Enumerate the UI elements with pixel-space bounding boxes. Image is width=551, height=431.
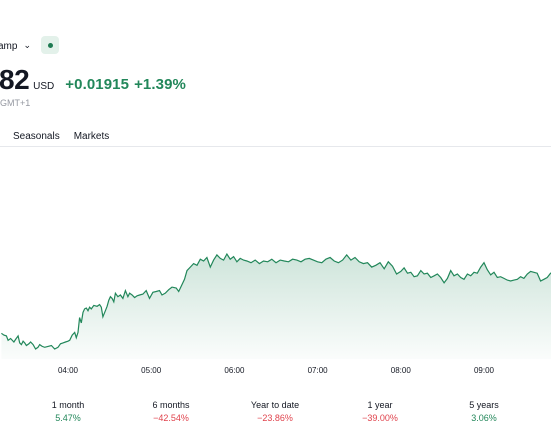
perf-label: 5 years bbox=[469, 400, 499, 410]
last-price: 82 bbox=[0, 64, 30, 95]
tab-bar: Seasonals Markets bbox=[13, 131, 109, 142]
perf-6-months[interactable]: 6 months −42.54% bbox=[131, 400, 211, 423]
x-tick-label: 07:00 bbox=[308, 366, 329, 375]
performance-bar: 1 month 5.47% 6 months −42.54% Year to d… bbox=[0, 400, 551, 431]
perf-value: 5.47% bbox=[55, 413, 81, 423]
perf-label: 1 month bbox=[51, 400, 85, 410]
perf-5-years[interactable]: 5 years 3.06% bbox=[444, 400, 524, 423]
price-line bbox=[1, 252, 551, 350]
price-currency: USD bbox=[33, 81, 55, 92]
timezone-label: GMT+1 bbox=[0, 98, 31, 108]
perf-label: 1 year bbox=[367, 400, 393, 410]
live-status-button[interactable] bbox=[41, 36, 59, 54]
price-row: 82 USD +0.01915 +1.39% bbox=[0, 64, 186, 96]
perf-ytd[interactable]: Year to date −23.86% bbox=[235, 400, 315, 423]
x-tick-label: 09:00 bbox=[474, 366, 495, 375]
tab-divider bbox=[0, 146, 551, 147]
perf-label: Year to date bbox=[250, 400, 300, 410]
x-tick-label: 04:00 bbox=[58, 366, 79, 375]
perf-value: −23.86% bbox=[257, 413, 293, 423]
perf-value: −39.00% bbox=[362, 413, 398, 423]
exchange-label: amp bbox=[0, 40, 18, 52]
perf-label: 6 months bbox=[152, 400, 190, 410]
price-change-abs: +0.01915 bbox=[65, 76, 130, 93]
perf-value: 3.06% bbox=[471, 413, 497, 423]
perf-1-year[interactable]: 1 year −39.00% bbox=[340, 400, 420, 423]
chevron-down-icon: ⌄ bbox=[23, 39, 31, 50]
price-change-pct: +1.39% bbox=[134, 76, 186, 93]
perf-value: −42.54% bbox=[153, 413, 189, 423]
tab-markets[interactable]: Markets bbox=[73, 131, 110, 142]
live-dot-icon bbox=[47, 42, 53, 48]
x-tick-label: 06:00 bbox=[224, 366, 245, 375]
tab-seasonals[interactable]: Seasonals bbox=[13, 131, 60, 142]
perf-1-month[interactable]: 1 month 5.47% bbox=[28, 400, 108, 423]
x-tick-label: 08:00 bbox=[391, 366, 412, 375]
x-tick-label: 05:00 bbox=[141, 366, 162, 375]
exchange-select[interactable]: amp ⌄ bbox=[0, 37, 31, 55]
price-area-fill bbox=[1, 254, 551, 359]
